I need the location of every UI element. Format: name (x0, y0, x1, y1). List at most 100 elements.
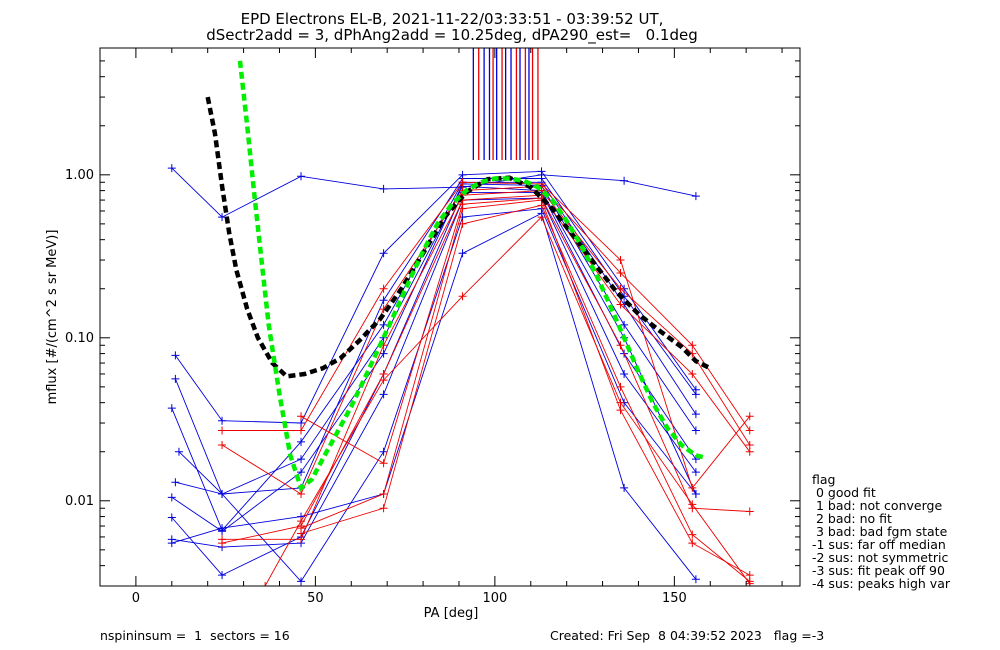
x-tick-label: 50 (307, 591, 324, 606)
data-point (297, 468, 306, 477)
data-point (379, 376, 388, 385)
data-point (297, 426, 306, 435)
data-point (458, 204, 467, 213)
fit-curve-green (237, 60, 704, 492)
series-line (221, 185, 751, 495)
data-point (379, 284, 388, 293)
data-point (379, 320, 388, 329)
legend-entry: -4 sus: peaks high var (812, 576, 951, 591)
data-point (537, 167, 546, 176)
series-line (178, 185, 697, 495)
data-point (688, 341, 697, 350)
data-point (379, 490, 388, 499)
data-point (218, 416, 227, 425)
legend-title: flag (812, 472, 835, 487)
series-line (171, 212, 697, 580)
legend-entry: -3 sus: fit peak off 90 (812, 563, 945, 578)
data-point (616, 406, 625, 415)
data-point (458, 219, 467, 228)
data-point (537, 213, 546, 222)
data-point (297, 412, 306, 421)
legend: flag 0 good fit 1 bad: not converge 2 ba… (812, 472, 951, 591)
data-point (458, 292, 467, 301)
data-point (379, 184, 388, 193)
plot-frame (99, 47, 801, 587)
data-point (616, 256, 625, 265)
data-point (167, 539, 176, 548)
legend-entry: 0 good fit (812, 485, 876, 500)
series-line (171, 183, 697, 532)
data-point (174, 447, 183, 456)
data-point (218, 490, 227, 499)
data-point (745, 426, 754, 435)
data-point (691, 575, 700, 584)
series-line (222, 194, 751, 544)
data-point (379, 390, 388, 399)
data-point (745, 447, 754, 456)
data-point (379, 504, 388, 513)
data-point (218, 539, 227, 548)
data-point (297, 455, 306, 464)
data-point (167, 404, 176, 413)
data-point (297, 419, 306, 428)
data-point (745, 440, 754, 449)
data-point (379, 296, 388, 305)
data-point (688, 530, 697, 539)
data-point (688, 369, 697, 378)
tick-layer: 0 50 100 150 0.01 0.10 1.00 (65, 47, 800, 606)
data-point (379, 349, 388, 358)
data-point (297, 517, 306, 526)
data-point (620, 320, 629, 329)
data-point (218, 426, 227, 435)
data-point (458, 249, 467, 258)
footer-right: Created: Fri Sep 8 04:39:52 2023 flag =-… (550, 628, 824, 643)
data-point (620, 369, 629, 378)
series-line (175, 208, 697, 583)
data-point (616, 300, 625, 309)
chart-title: EPD Electrons EL-B, 2021-11-22/03:33:51 … (241, 10, 664, 28)
data-point (691, 468, 700, 477)
series-line (171, 167, 696, 218)
series-line (175, 170, 697, 424)
data-point (688, 483, 697, 492)
data-point (691, 192, 700, 201)
data-point (616, 398, 625, 407)
data-point (379, 459, 388, 468)
data-point (167, 493, 176, 502)
data-point (297, 577, 306, 586)
data-point (297, 172, 306, 181)
legend-entry: -2 sus: not symmetric (812, 550, 948, 565)
data-point (261, 582, 270, 586)
data-point (691, 390, 700, 399)
x-tick-label: 100 (482, 591, 507, 606)
data-point (691, 490, 700, 499)
data-point (616, 268, 625, 277)
data-point (745, 507, 754, 516)
data-point (218, 440, 227, 449)
x-tick-label: 0 (132, 591, 140, 606)
series-line (222, 181, 751, 489)
data-point (688, 500, 697, 509)
data-point (745, 579, 754, 586)
data-point (688, 539, 697, 548)
data-point (616, 382, 625, 391)
data-point (167, 164, 176, 173)
series-line (264, 216, 751, 586)
data-point (537, 201, 546, 210)
y-tick-label: 0.10 (65, 331, 94, 346)
data-point (218, 571, 227, 580)
y-tick-label: 0.01 (65, 494, 94, 509)
data-point (458, 178, 467, 187)
series-line (222, 190, 751, 540)
x-tick-label: 150 (662, 591, 687, 606)
data-point (691, 410, 700, 419)
data-point (616, 284, 625, 293)
data-point (620, 483, 629, 492)
data-point (297, 437, 306, 446)
chart-subtitle: dSectr2add = 3, dPhAng2add = 10.25deg, d… (206, 26, 697, 45)
legend-entry: -1 sus: far off median (812, 537, 946, 552)
data-point (171, 351, 180, 360)
legend-entry: 1 bad: not converge (812, 498, 942, 513)
series-line (300, 199, 750, 576)
